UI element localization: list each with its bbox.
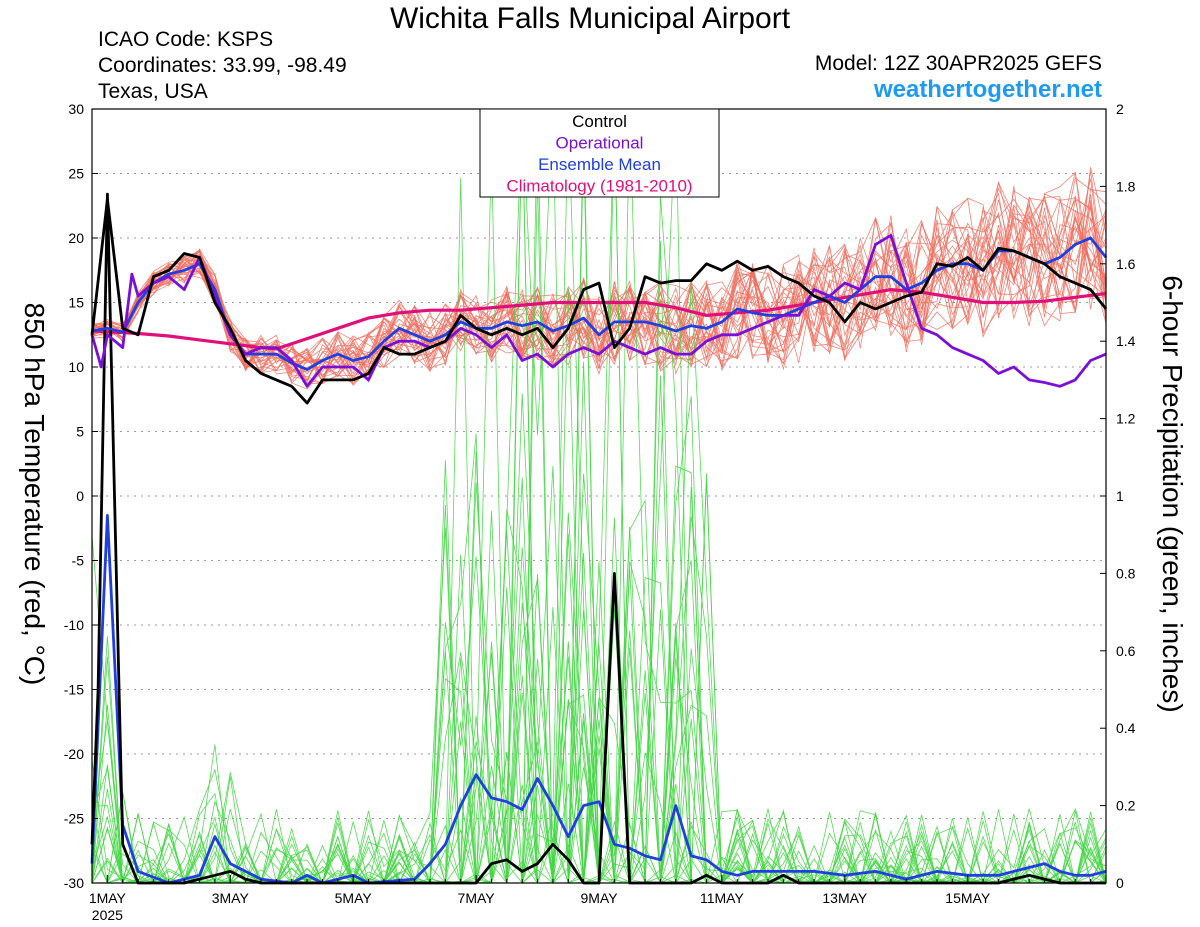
control-temperature-line bbox=[90, 197, 1108, 405]
x-tick-label: 3MAY bbox=[212, 890, 250, 906]
y-axis-left-title: 850 hPa Temperature (red, °C) bbox=[19, 302, 50, 686]
y-right-tick-label: 1.2 bbox=[1116, 411, 1136, 427]
y-left-tick-label: -20 bbox=[64, 746, 84, 762]
legend-entry: Control bbox=[572, 112, 627, 131]
precipitation-member-line bbox=[91, 137, 1107, 885]
y-left-tick-label: -30 bbox=[64, 875, 84, 891]
region-label: Texas, USA bbox=[98, 80, 208, 103]
y-right-tick-label: 1 bbox=[1116, 488, 1124, 504]
y-right-tick-label: 0 bbox=[1116, 875, 1124, 891]
precipitation-member-line bbox=[92, 460, 1106, 884]
precipitation-member-line bbox=[91, 465, 1106, 884]
y-right-tick-label: 1.8 bbox=[1116, 178, 1136, 194]
legend-box bbox=[479, 108, 720, 198]
x-tick-label: 15MAY bbox=[945, 890, 991, 906]
x-tick-sublabel: 2025 bbox=[92, 907, 123, 923]
precipitation-member-line bbox=[91, 479, 1107, 884]
temperature-member-line bbox=[91, 178, 1107, 385]
y-left-tick-label: -10 bbox=[64, 617, 84, 633]
x-tick-label: 5MAY bbox=[335, 890, 373, 906]
y-right-tick-label: 2 bbox=[1116, 101, 1124, 117]
axis-layer: 302520151050-5-10-15-20-25-3021.81.61.41… bbox=[64, 101, 1136, 923]
legend-entry: Ensemble Mean bbox=[538, 155, 661, 174]
model-label: Model: 12Z 30APR2025 GEFS bbox=[814, 52, 1102, 75]
coordinates-label: Coordinates: 33.99, -98.49 bbox=[98, 54, 347, 77]
grid-layer bbox=[92, 173, 1106, 819]
main-series-layer bbox=[90, 192, 1108, 885]
y-right-tick-label: 1.4 bbox=[1116, 333, 1136, 349]
temperature-member-line bbox=[91, 167, 1107, 376]
y-left-tick-label: 10 bbox=[68, 359, 84, 375]
website-link[interactable]: weathertogether.net bbox=[873, 76, 1102, 103]
y-axis-right-title: 6-hour Precipitation (green, inches) bbox=[1157, 275, 1188, 713]
ensemble-mean-temperature-line bbox=[91, 236, 1108, 371]
temperature-member-line bbox=[91, 192, 1107, 385]
y-left-tick-label: 20 bbox=[68, 230, 84, 246]
y-left-tick-label: 15 bbox=[68, 295, 84, 311]
y-left-tick-label: -25 bbox=[64, 811, 84, 827]
temperature-member-line bbox=[91, 193, 1107, 375]
y-left-tick-label: 5 bbox=[76, 424, 84, 440]
precipitation-member-line bbox=[91, 473, 1107, 884]
x-tick-label: 13MAY bbox=[822, 890, 868, 906]
y-right-tick-label: 0.8 bbox=[1116, 565, 1136, 581]
y-left-tick-label: 30 bbox=[68, 101, 84, 117]
precipitation-member-line bbox=[91, 279, 1107, 885]
y-right-tick-label: 0.6 bbox=[1116, 643, 1136, 659]
legend: Control Operational Ensemble Mean Climatolo… bbox=[479, 108, 720, 198]
legend-entry: Climatology (1981-2010) bbox=[506, 177, 692, 196]
icao-code-label: ICAO Code: KSPS bbox=[98, 28, 274, 51]
temperature-member-line bbox=[91, 197, 1107, 389]
temperature-member-line bbox=[91, 197, 1107, 377]
y-right-tick-label: 0.2 bbox=[1116, 798, 1136, 814]
temperature-member-line bbox=[91, 217, 1107, 377]
x-tick-label: 7MAY bbox=[458, 890, 496, 906]
chart-title: Wichita Falls Municipal Airport bbox=[389, 2, 791, 35]
ensemble-mean-precipitation-line bbox=[90, 514, 1107, 885]
y-left-tick-label: -5 bbox=[72, 553, 85, 569]
y-left-tick-label: -15 bbox=[64, 682, 84, 698]
x-tick-label: 11MAY bbox=[700, 890, 744, 906]
y-left-tick-label: 25 bbox=[68, 166, 84, 182]
y-left-tick-label: 0 bbox=[76, 488, 84, 504]
x-tick-label: 9MAY bbox=[580, 890, 618, 906]
y-right-tick-label: 0.4 bbox=[1116, 720, 1136, 736]
y-right-tick-label: 1.6 bbox=[1116, 256, 1136, 272]
legend-entry: Operational bbox=[556, 134, 644, 153]
x-tick-label: 1MAY bbox=[89, 890, 127, 906]
